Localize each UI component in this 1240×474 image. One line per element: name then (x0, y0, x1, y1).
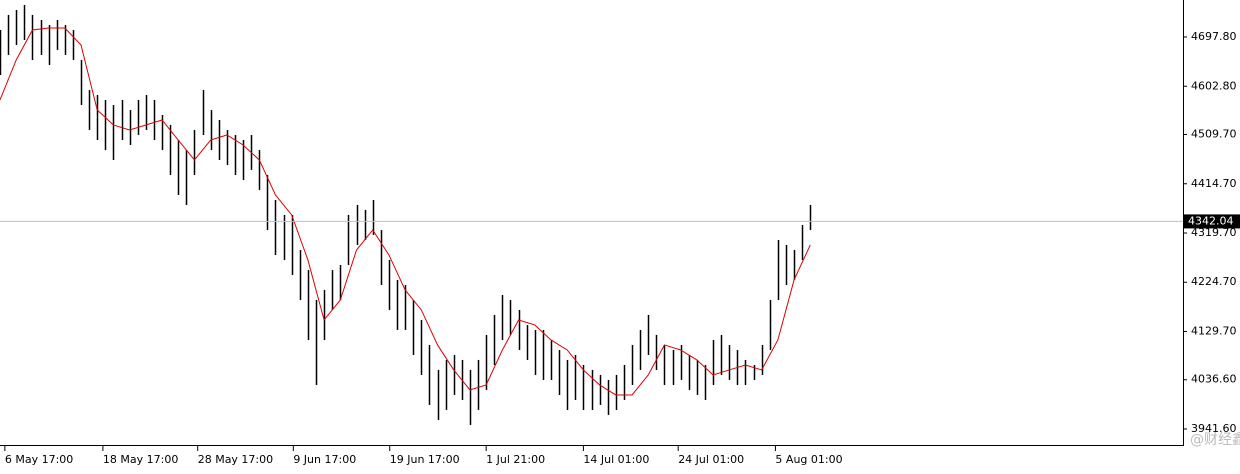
x-tick-label: 24 Jul 01:00 (678, 453, 744, 466)
y-tick-label: 4036.60 (1191, 373, 1237, 386)
x-tick-label: 5 Aug 01:00 (775, 453, 842, 466)
x-tick-label: 18 May 17:00 (103, 453, 178, 466)
last-price-box (1184, 214, 1240, 229)
x-tick-label: 19 Jun 17:00 (390, 453, 460, 466)
x-tick-label: 1 Jul 21:00 (486, 453, 545, 466)
watermark: @财经鑫 (1190, 431, 1240, 448)
x-tick-label: 9 Jun 17:00 (293, 453, 356, 466)
y-tick-label: 4602.80 (1191, 79, 1237, 92)
y-tick-label: 4129.70 (1191, 324, 1237, 337)
x-tick-label: 14 Jul 01:00 (583, 453, 649, 466)
y-tick-label: 4414.70 (1191, 177, 1237, 190)
y-tick-label: 4509.70 (1191, 128, 1237, 141)
y-tick-label: 4224.70 (1191, 275, 1237, 288)
x-tick-label: 28 May 17:00 (198, 453, 273, 466)
moving-average (0, 27, 811, 396)
last-price-label: 4342.04 (1188, 214, 1234, 227)
y-tick-label: 4319.70 (1191, 226, 1237, 239)
y-tick-label: 4697.80 (1191, 30, 1237, 43)
y-tick-label: 3941.60 (1191, 422, 1237, 435)
x-tick-label: 6 May 17:00 (5, 453, 73, 466)
